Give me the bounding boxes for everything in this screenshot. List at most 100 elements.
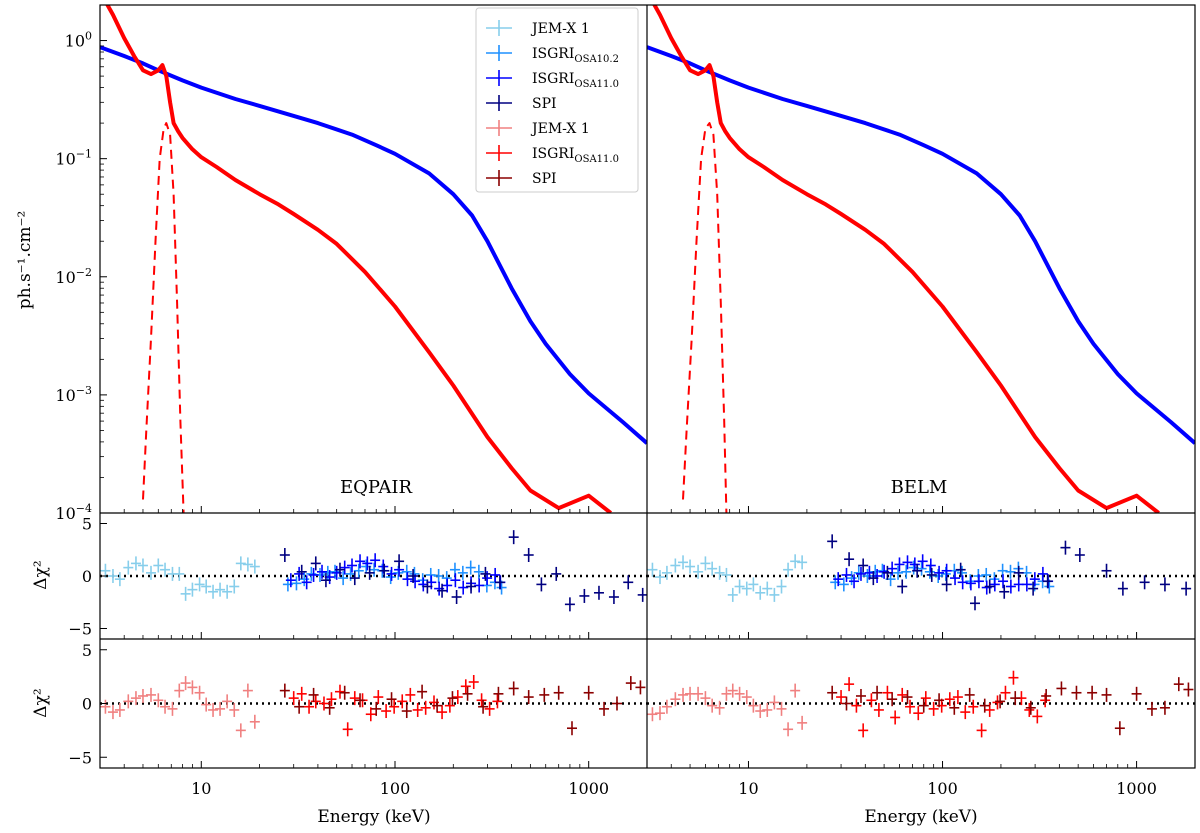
residual-point [849, 574, 860, 589]
residual-point [123, 560, 134, 575]
residual-point [408, 569, 419, 583]
residual-point [998, 574, 1009, 589]
residual-point [153, 693, 164, 708]
residual-point [536, 577, 547, 592]
residual-point [153, 558, 164, 573]
y-ticks-residual-top: 5 0 −5 [68, 515, 107, 639]
residual-point [310, 694, 321, 709]
residual-point [999, 584, 1010, 599]
residual-point [583, 685, 594, 700]
residual-point [762, 702, 773, 717]
residual-point [714, 565, 725, 580]
residual-point [964, 687, 975, 702]
residual-point [920, 691, 931, 706]
residual-point [714, 700, 725, 715]
residual-point [201, 697, 212, 712]
residual-point [790, 554, 801, 569]
residual-point [700, 556, 711, 571]
residual-point [1181, 581, 1192, 596]
residual-point [364, 565, 375, 580]
residual-point [934, 565, 945, 580]
residual-point [727, 683, 738, 698]
x-axis-label: Energy (keV) [317, 807, 430, 827]
residual-point [174, 566, 185, 581]
residual-point [1005, 579, 1016, 594]
legend: JEM-X 1ISGRIOSA10.2ISGRIOSA11.0SPIJEM-X … [475, 7, 639, 193]
residual-point [215, 582, 226, 597]
residual-point [635, 680, 646, 695]
residual-point [872, 685, 883, 700]
residual-point [1000, 685, 1011, 700]
residual-point [371, 701, 382, 716]
residual-point [208, 584, 219, 599]
residual-point [100, 699, 111, 714]
residual-point [866, 693, 877, 708]
residual-point [855, 566, 866, 581]
residual-point [480, 566, 491, 581]
residual-point [334, 562, 345, 577]
residual-point [992, 695, 1003, 710]
residual-point [478, 699, 489, 714]
legend-entry: SPI [486, 95, 557, 112]
residual-point [1071, 685, 1082, 700]
residual-point [913, 706, 924, 721]
residual-point [1013, 565, 1024, 580]
residual-point [412, 702, 423, 717]
y-tick-label: 100 [65, 30, 92, 51]
residual-point [647, 707, 658, 722]
residual-point [902, 690, 913, 705]
residual-point [187, 680, 198, 695]
residual-point [925, 558, 936, 573]
residual-point [508, 681, 519, 696]
residual-point [349, 691, 360, 706]
residual-point [897, 687, 908, 702]
legend-entry: JEM-X 1 [486, 120, 590, 137]
legend-label: SPI [532, 96, 557, 112]
residual-point [841, 696, 852, 711]
residual-point [748, 577, 759, 592]
residual-point [451, 590, 462, 604]
residual-point [370, 553, 381, 568]
spectrum-line-right-2 [682, 122, 728, 513]
residual-point [654, 570, 665, 585]
residual-point [208, 702, 219, 717]
residual-point [402, 572, 413, 587]
residual-point [107, 705, 118, 720]
x-ticks: 10 100 1000 10 100 1000 [99, 506, 1196, 798]
residual-point [882, 685, 893, 700]
residual-point [308, 567, 319, 582]
y-ticks-residual-bottom: 5 0 −5 [68, 641, 107, 767]
residual-point [853, 565, 864, 580]
residual-point [1114, 721, 1125, 736]
residual-point [296, 564, 307, 579]
residual-point [827, 685, 838, 700]
residual-point [721, 567, 732, 582]
residual-point [123, 694, 134, 709]
residual-point [846, 571, 857, 586]
residual-point [296, 686, 307, 701]
residual-point [473, 564, 484, 579]
legend-label: JEM-X 1 [530, 21, 590, 37]
residual-point [355, 554, 366, 569]
residual-point [707, 561, 718, 576]
residual-point [637, 587, 647, 602]
residual-point [432, 698, 443, 713]
residual-point [678, 555, 689, 570]
residual-point [608, 590, 619, 604]
residual-point [862, 569, 873, 583]
y-tick-label: 5 [82, 641, 92, 660]
residual-point [917, 554, 928, 569]
residual-point [599, 701, 610, 716]
residual-point [909, 557, 920, 572]
residual-point [893, 565, 904, 580]
residual-point [437, 583, 448, 598]
residual-point [457, 565, 468, 580]
residual-point [894, 557, 905, 572]
residual-point [310, 556, 321, 571]
residual-point [215, 701, 226, 716]
residual-point [838, 577, 849, 592]
spectrum-line-right-1 [652, 5, 1160, 513]
residual-point [678, 687, 689, 702]
residual-point [741, 581, 752, 596]
residual-point [324, 700, 335, 715]
